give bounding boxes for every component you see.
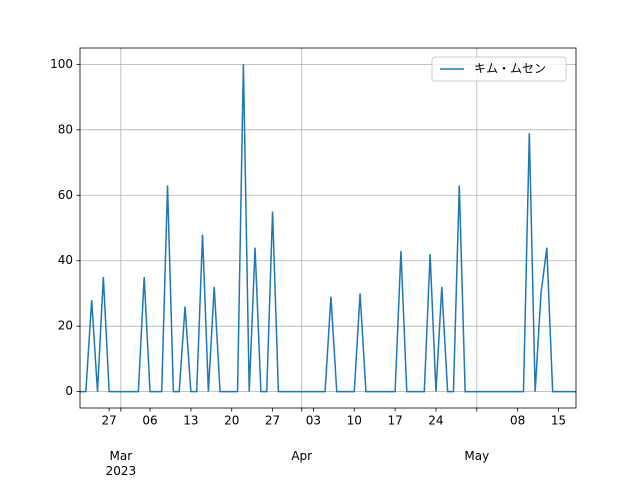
legend-frame [431,56,567,82]
x-tick-label: 10 [347,414,362,428]
y-tick-label: 80 [58,122,73,136]
axes-frame [79,47,577,409]
x-tick-label: 27 [265,414,280,428]
x-tick-label: 15 [551,414,566,428]
x-tick-label: 08 [510,414,525,428]
y-tick-label: 0 [65,384,73,398]
y-tick-label: 100 [50,57,73,71]
legend-label: キム・ムセン [474,62,546,76]
x-major-tick-label: Apr [291,449,312,463]
x-major-tick-label: Mar 2023 [106,449,137,478]
x-tick-label: 13 [183,414,198,428]
legend: キム・ムセン [431,56,567,82]
x-tick-label: 03 [306,414,321,428]
x-tick-label: 24 [428,414,443,428]
x-tick-label: 27 [102,414,117,428]
x-tick-label: 06 [142,414,157,428]
y-tick-label: 60 [58,188,73,202]
x-tick-label: 20 [224,414,239,428]
x-tick-label: 17 [387,414,402,428]
y-tick-label: 20 [58,319,73,333]
x-major-tick-label: May [464,449,489,463]
y-tick-label: 40 [58,253,73,267]
line [80,64,576,393]
